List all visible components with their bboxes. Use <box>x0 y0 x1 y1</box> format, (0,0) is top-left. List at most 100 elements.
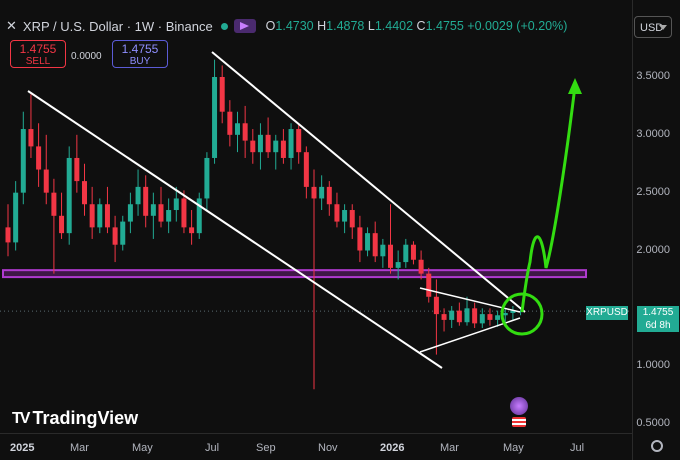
candle-body <box>288 129 294 158</box>
sell-button[interactable]: 1.4755 SELL <box>10 40 66 68</box>
candle-body <box>357 227 363 251</box>
candle-body <box>280 140 286 158</box>
candle-body <box>418 259 424 274</box>
settings-gear-icon[interactable] <box>651 440 663 452</box>
candle-body <box>433 296 439 315</box>
candle-body <box>104 204 110 228</box>
candle-body <box>510 310 516 313</box>
candle-body <box>66 157 72 234</box>
candle-body <box>74 157 80 182</box>
symbol-header: ✕ XRP / U.S. Dollar · 1W · Binance O1.47… <box>6 18 567 34</box>
market-open-dot-icon <box>220 22 228 30</box>
projection-arrowhead <box>568 78 582 94</box>
projection-arrow <box>520 85 577 313</box>
currency-select[interactable]: USD <box>634 16 672 38</box>
candle-body <box>426 273 432 297</box>
time-tick-label: 2026 <box>380 442 405 454</box>
tradingview-logo[interactable]: TV TradingView <box>12 408 138 429</box>
bar-countdown: 6d 8h <box>645 320 671 331</box>
candle-body <box>502 312 508 316</box>
candle-body <box>212 77 218 158</box>
candle-body <box>150 204 156 216</box>
price-axis-divider <box>632 0 633 460</box>
candle-body <box>479 314 485 324</box>
candle-body <box>372 233 378 257</box>
symbol-price-tag: XRPUSD <box>586 306 628 320</box>
time-tick-label: May <box>132 442 153 454</box>
candle-body <box>410 244 416 260</box>
last-price-tag: 1.4755 6d 8h <box>637 306 679 332</box>
time-tick-label: May <box>503 442 524 454</box>
candle-body <box>166 210 172 222</box>
candle-body <box>36 146 42 170</box>
candle-body <box>303 152 309 187</box>
price-tick-label: 1.0000 <box>636 359 670 372</box>
price-tick-label: 3.0000 <box>636 127 670 140</box>
candle-body <box>456 310 462 323</box>
candle-body <box>441 314 447 320</box>
candle-body <box>319 186 325 199</box>
time-tick-label: Mar <box>70 442 89 454</box>
candle-body <box>449 310 455 320</box>
candle-body <box>120 221 126 245</box>
time-tick-label: Mar <box>440 442 459 454</box>
price-tick-label: 2.5000 <box>636 185 670 198</box>
candle-body <box>380 244 386 257</box>
candle-body <box>227 111 233 135</box>
ohlc-values: O1.4730 H1.4878 L1.4402 C1.4755 +0.0029 … <box>265 19 568 33</box>
candle-body <box>265 134 271 153</box>
indicator-flag-icon[interactable] <box>233 19 256 33</box>
sell-label: SELL <box>25 56 51 67</box>
candle-body <box>89 204 95 228</box>
close-icon[interactable]: ✕ <box>6 18 17 33</box>
candle-body <box>487 314 493 320</box>
candle-body <box>82 181 87 205</box>
candle-body <box>28 129 34 147</box>
candle-body <box>273 140 279 153</box>
candle-body <box>349 210 355 228</box>
candle-body <box>20 129 26 193</box>
time-tick-label: Nov <box>318 442 338 454</box>
time-tick-label: 2025 <box>10 442 35 454</box>
last-price-value: 1.4755 <box>642 307 674 318</box>
candle-body <box>219 77 225 112</box>
time-tick-label: Jul <box>570 442 585 454</box>
candle-body <box>59 215 65 234</box>
candle-body <box>472 308 478 324</box>
candle-body <box>43 169 49 193</box>
spread-value: 0.0000 <box>71 51 102 62</box>
candle-body <box>13 192 19 243</box>
candle-body <box>342 210 348 222</box>
events-icon[interactable] <box>510 397 528 415</box>
time-tick-label: Jul <box>205 442 220 454</box>
candle-body <box>196 198 202 234</box>
time-axis-divider <box>0 433 632 434</box>
candle-body <box>464 308 470 323</box>
breakout-circle <box>500 292 544 336</box>
us-flag-icon[interactable] <box>512 417 526 427</box>
candle-body <box>395 262 401 268</box>
candle-body <box>112 227 118 245</box>
candle-body <box>51 192 57 216</box>
candle-body <box>365 233 371 251</box>
support-zone <box>2 269 587 279</box>
candle-body <box>388 244 393 268</box>
candle-body <box>135 186 141 205</box>
tradingview-mark-icon: TV <box>12 409 31 427</box>
symbol-title[interactable]: XRP / U.S. Dollar · 1W · Binance <box>22 18 213 34</box>
brand-name: TradingView <box>32 408 139 428</box>
price-tick-label: 3.5000 <box>636 70 670 82</box>
candle-body <box>97 204 103 228</box>
candle-body <box>127 204 133 222</box>
channel-upper-line <box>211 51 526 313</box>
sell-price: 1.4755 <box>19 42 57 56</box>
candle-body <box>242 123 248 141</box>
candle-body <box>495 315 501 320</box>
candle-body <box>257 134 263 153</box>
candle-body <box>403 244 409 263</box>
candle-body <box>173 198 179 211</box>
buy-label: BUY <box>129 56 151 67</box>
buy-button[interactable]: 1.4755 BUY <box>112 40 168 68</box>
candle-body <box>311 186 317 199</box>
